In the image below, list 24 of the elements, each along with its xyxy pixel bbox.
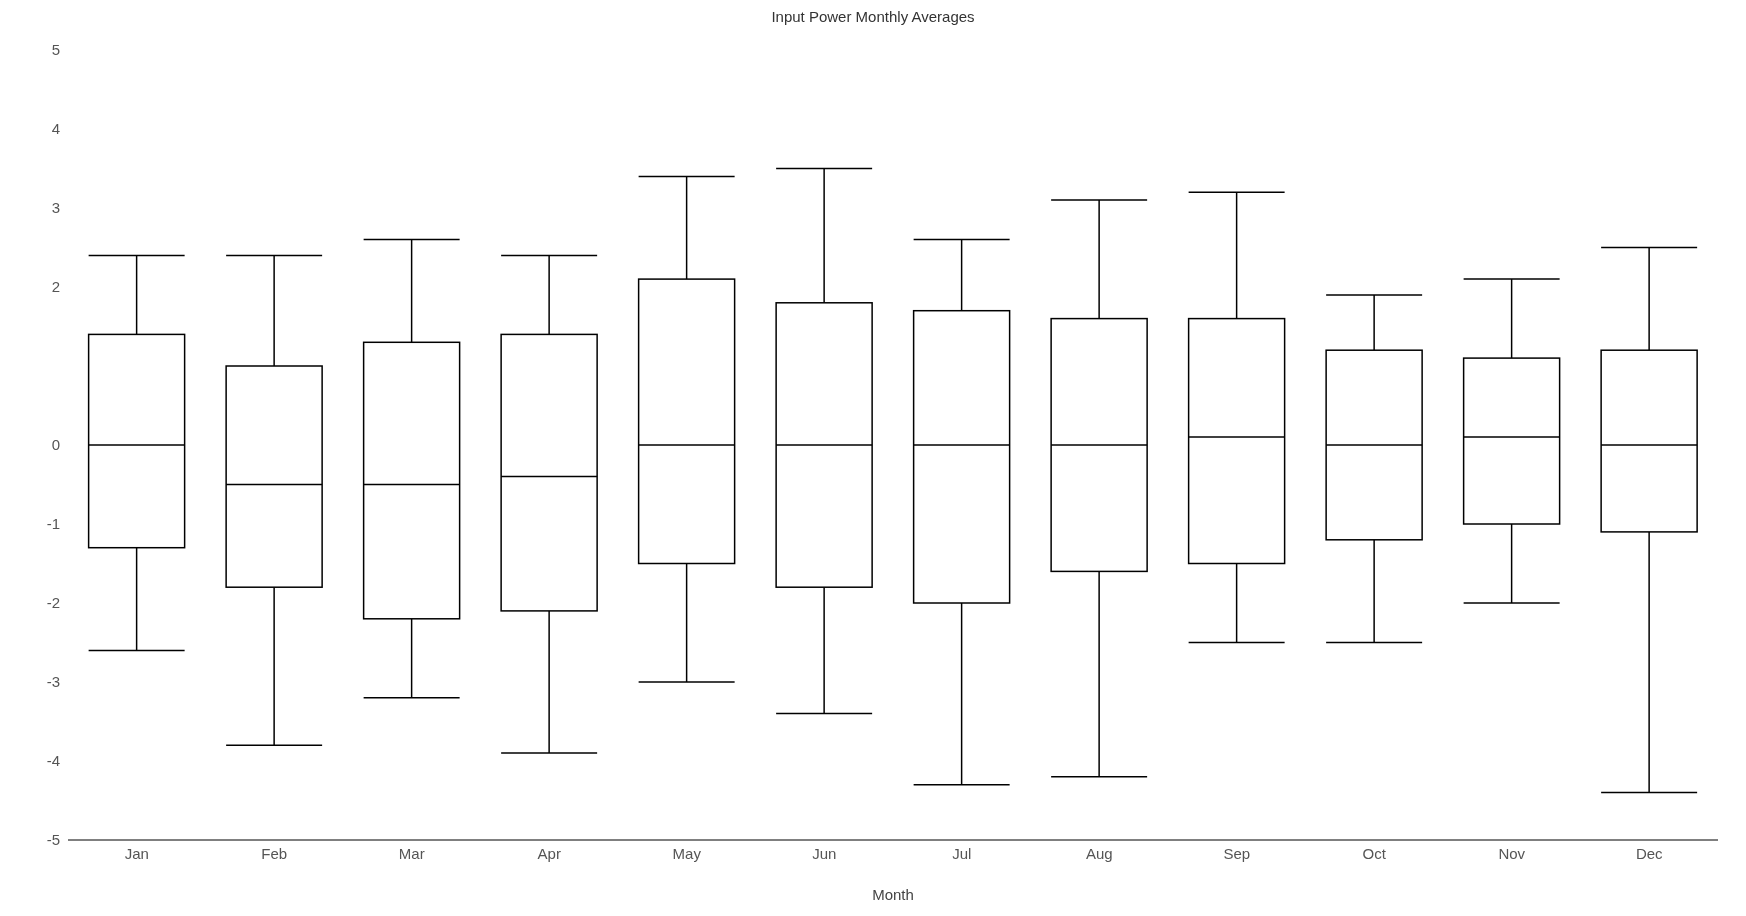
x-tick-label: Nov: [1498, 844, 1526, 862]
y-tick-label: -2: [46, 594, 60, 612]
x-tick-label: Aug: [1085, 844, 1113, 862]
x-tick-label: Mar: [398, 844, 425, 862]
y-tick-label: 5: [51, 41, 60, 59]
x-tick-label: Apr: [537, 844, 561, 862]
y-tick-label: -1: [46, 515, 60, 533]
x-tick-label: May: [672, 844, 702, 862]
y-tick-label: 2: [51, 278, 60, 296]
x-tick-label: Jan: [124, 844, 149, 862]
y-tick-label: -5: [46, 831, 60, 849]
y-tick-label: -3: [46, 673, 60, 691]
x-axis-title: Month: [872, 886, 914, 903]
x-tick-label: Sep: [1223, 844, 1251, 862]
y-tick-label: -4: [46, 752, 60, 770]
x-tick-label: Jul: [952, 844, 972, 862]
x-tick-label: Feb: [261, 844, 288, 862]
chart-title: Input Power Monthly Averages: [770, 8, 976, 27]
x-tick-label: Oct: [1362, 844, 1387, 862]
y-tick-label: 3: [51, 199, 60, 217]
x-tick-label: Jun: [812, 844, 837, 862]
y-tick-label: 0: [51, 436, 60, 454]
y-tick-label: 4: [51, 120, 60, 138]
x-tick-label: Dec: [1635, 844, 1664, 862]
